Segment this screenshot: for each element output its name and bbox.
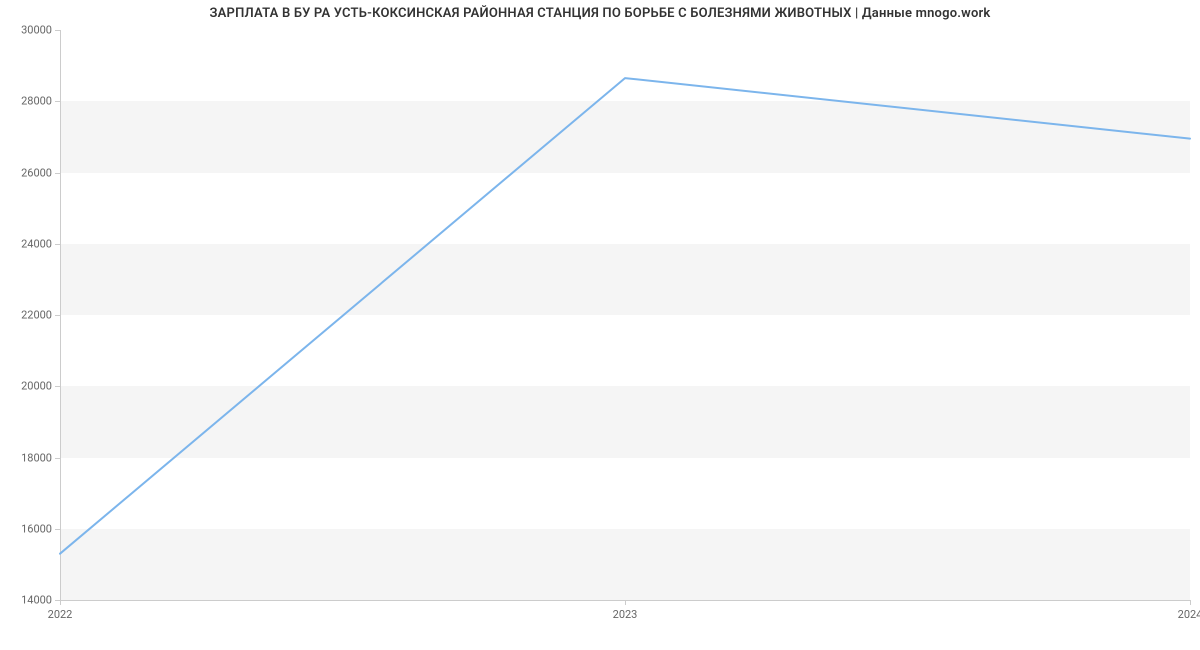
- y-axis-label: 14000: [21, 594, 52, 607]
- y-axis-label: 26000: [21, 166, 52, 179]
- chart-container: ЗАРПЛАТА В БУ РА УСТЬ-КОКСИНСКАЯ РАЙОННА…: [0, 0, 1200, 650]
- y-axis-label: 30000: [21, 24, 52, 37]
- y-axis-label: 22000: [21, 309, 52, 322]
- plot-area: 1400016000180002000022000240002600028000…: [60, 30, 1190, 600]
- x-axis-label: 2024: [1178, 608, 1200, 621]
- x-axis-label: 2022: [48, 608, 73, 621]
- y-axis-label: 28000: [21, 95, 52, 108]
- x-axis-label: 2023: [613, 608, 638, 621]
- y-axis-label: 16000: [21, 522, 52, 535]
- y-axis-label: 20000: [21, 380, 52, 393]
- series-line-salary: [60, 78, 1190, 554]
- line-layer: [60, 30, 1190, 600]
- x-axis-tick: [1190, 600, 1191, 605]
- x-axis-line: [60, 600, 1190, 601]
- chart-title: ЗАРПЛАТА В БУ РА УСТЬ-КОКСИНСКАЯ РАЙОННА…: [0, 6, 1200, 21]
- y-axis-label: 18000: [21, 451, 52, 464]
- y-axis-label: 24000: [21, 237, 52, 250]
